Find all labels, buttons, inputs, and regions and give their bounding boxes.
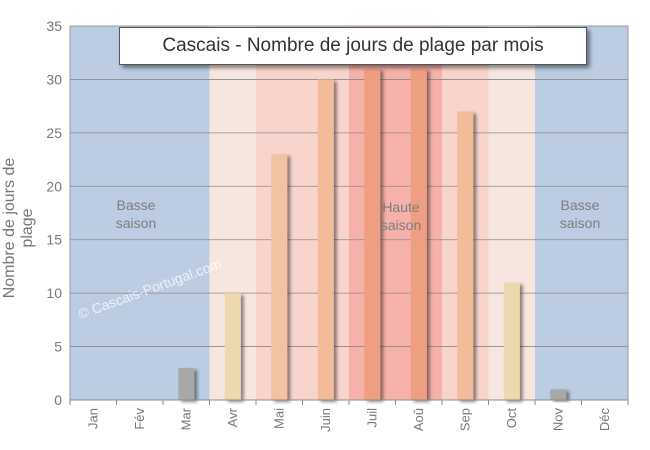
x-tick-label-Déc: Déc (597, 408, 612, 432)
x-tick-label-Juil: Juil (364, 408, 379, 428)
y-tick-label-0: 0 (54, 392, 62, 408)
y-tick-label-10: 10 (46, 285, 62, 301)
chart-title: Cascais - Nombre de jours de plage par m… (119, 27, 587, 65)
bar-Juin (317, 79, 334, 400)
y-tick-label-35: 35 (46, 18, 62, 34)
season-label-low-right: Basse saison (520, 196, 640, 232)
month-band-1 (70, 26, 117, 400)
y-tick-label-25: 25 (46, 125, 62, 141)
x-tick-label-Oct: Oct (504, 408, 519, 429)
x-tick-label-Nov: Nov (550, 408, 565, 432)
season-label-high-line1: Haute (382, 199, 420, 215)
x-tick-label-Mai: Mai (271, 408, 286, 429)
month-band-11 (535, 26, 582, 400)
x-tick-label-Sep: Sep (457, 408, 472, 431)
season-label-high: Haute saison (341, 198, 461, 234)
bar-Juil (364, 68, 381, 400)
season-label-low-right-line2: saison (559, 215, 601, 231)
season-label-low-left-line1: Basse (116, 197, 156, 213)
bar-Avr (224, 293, 241, 400)
bar-Mai (271, 154, 288, 400)
bar-Aoû (410, 68, 427, 400)
x-tick-label-Fév: Fév (132, 408, 147, 430)
month-band-12 (581, 26, 629, 400)
x-tick-label-Avr: Avr (225, 407, 240, 427)
month-band-2 (116, 26, 164, 400)
x-tick-label-Juin: Juin (318, 408, 333, 432)
bar-Mar (178, 367, 195, 400)
season-label-high-line2: saison (380, 217, 422, 233)
bar-Sep (457, 111, 474, 400)
x-tick-label-Jan: Jan (85, 408, 100, 429)
bar-Nov (550, 389, 567, 400)
y-tick-label-30: 30 (46, 71, 62, 87)
x-tick-label-Mar: Mar (178, 407, 193, 430)
season-label-low-right-line1: Basse (560, 197, 600, 213)
y-tick-label-15: 15 (46, 232, 62, 248)
season-label-low-left-line2: saison (115, 215, 157, 231)
y-axis-label: Nombre de jours de plage (1, 157, 36, 299)
season-label-low-left: Basse saison (76, 196, 196, 232)
bar-Oct (503, 282, 520, 400)
x-tick-label-Aoû: Aoû (411, 408, 426, 431)
y-tick-label-20: 20 (46, 178, 62, 194)
month-band-3 (163, 26, 210, 400)
y-tick-label-5: 5 (54, 339, 62, 355)
